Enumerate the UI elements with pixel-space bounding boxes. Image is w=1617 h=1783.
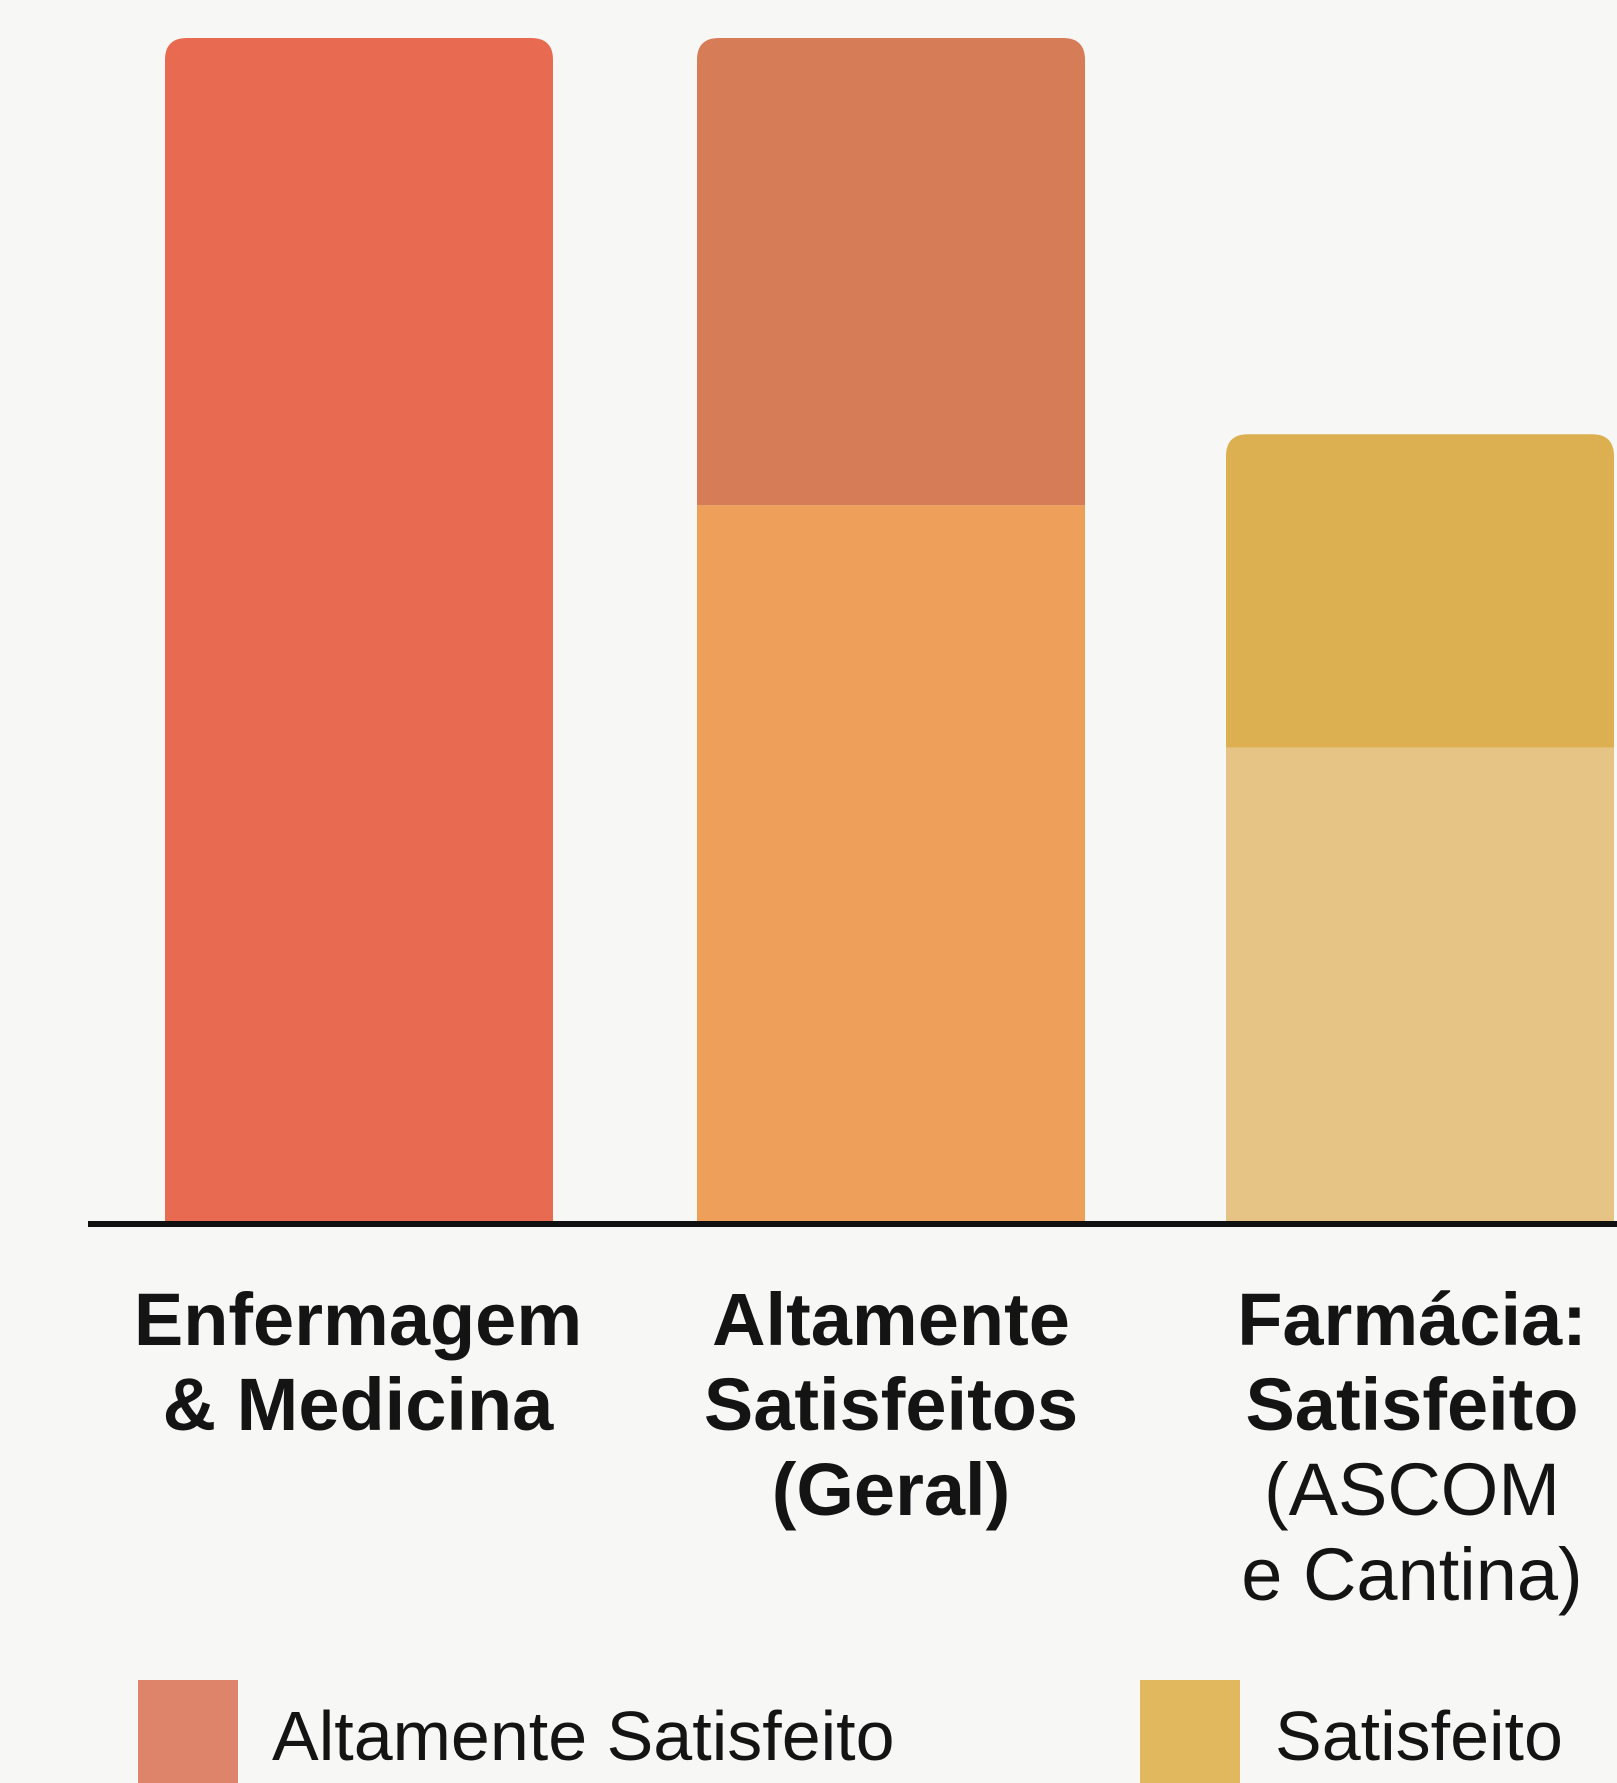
- bar-3-segment-2: [1226, 434, 1614, 748]
- bar-2: [697, 38, 1085, 1221]
- bar-2-segment-1: [697, 505, 1085, 1221]
- legend-label-2: Satisfeito: [1275, 1697, 1563, 1775]
- legend-item-1: Altamente Satisfeito: [138, 1680, 895, 1783]
- x-tick-label-1: Enfermagem & Medicina: [134, 1278, 582, 1446]
- x-tick-label-3: Farmácia: Satisfeito (ASCOM e Cantina): [1237, 1278, 1587, 1616]
- x-tick-labels: Enfermagem & Medicina Altamente Satisfeitos…: [134, 1278, 1587, 1616]
- bar-2-segment-2: [697, 38, 1085, 506]
- legend: Altamente Satisfeito Satisfeito: [138, 1680, 1563, 1783]
- legend-label-1: Altamente Satisfeito: [272, 1697, 895, 1775]
- legend-item-2: Satisfeito: [1140, 1680, 1563, 1783]
- bar-3-segment-1: [1226, 747, 1614, 1221]
- bar-1-segment-1: [165, 38, 553, 1221]
- bar-3: [1226, 434, 1614, 1221]
- bar-1: [165, 38, 553, 1221]
- x-tick-label-2: Altamente Satisfeitos (Geral): [704, 1278, 1078, 1531]
- legend-swatch-2: [1140, 1680, 1240, 1783]
- bars-group: [165, 38, 1614, 1221]
- legend-swatch-1: [138, 1680, 238, 1783]
